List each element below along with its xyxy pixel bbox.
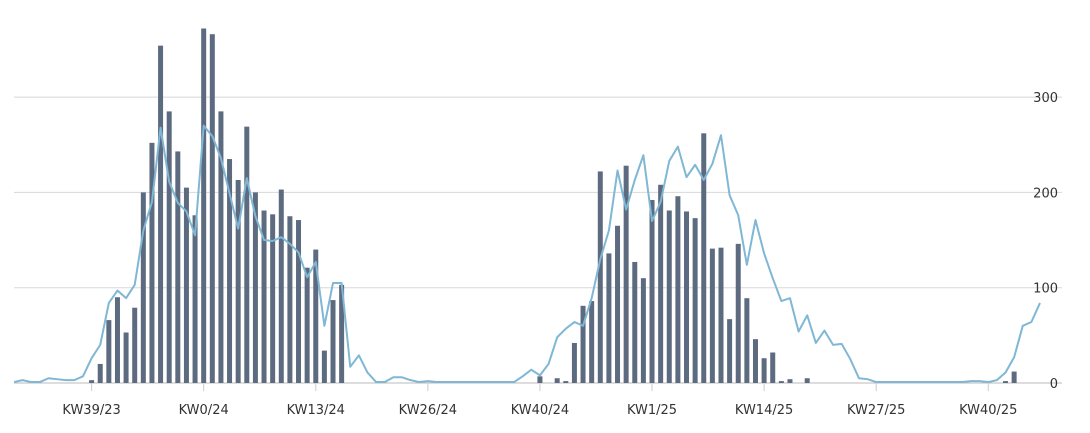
bar [580, 305, 586, 383]
bar [123, 332, 129, 383]
bar [623, 165, 629, 383]
bar [149, 142, 155, 383]
bar [563, 381, 569, 383]
x-axis: KW39/23 KW0/24 KW13/24 KW26/24 KW40/24 KW1/25… [62, 383, 1017, 418]
bar [158, 45, 164, 383]
bar [321, 350, 327, 383]
y-tick-label: 0 [1050, 377, 1058, 392]
y-axis: 0 100 200 300 [1033, 91, 1058, 392]
bar [658, 184, 664, 383]
bar [339, 284, 345, 383]
bar [709, 248, 715, 383]
bar [778, 381, 784, 383]
bar [701, 133, 707, 383]
bar [89, 380, 95, 383]
bar [606, 253, 612, 383]
bar [209, 34, 215, 384]
bar [227, 159, 233, 383]
x-tick-label: KW40/25 [959, 403, 1017, 418]
bar [666, 210, 672, 383]
bar [330, 300, 336, 383]
bar [175, 151, 181, 383]
bar [752, 339, 758, 383]
bar [201, 28, 207, 383]
bar [692, 218, 698, 383]
y-tick-label: 300 [1033, 91, 1058, 106]
x-tick-label: KW0/24 [179, 403, 229, 418]
bar [615, 225, 621, 383]
bar [684, 211, 690, 383]
bar [106, 320, 112, 383]
bar [571, 342, 577, 383]
bar [183, 187, 189, 383]
x-tick-label: KW27/25 [847, 403, 905, 418]
bar [640, 278, 646, 383]
x-tick-label: KW1/25 [627, 403, 677, 418]
x-tick-label: KW39/23 [62, 403, 120, 418]
x-tick-label: KW26/24 [399, 403, 457, 418]
bar [804, 378, 810, 383]
bar [727, 319, 733, 383]
bar [235, 180, 241, 383]
bar-series [89, 28, 1017, 384]
bar [270, 214, 276, 383]
bar [649, 200, 655, 383]
line-series [13, 124, 1041, 384]
bar [114, 297, 120, 383]
bar [632, 261, 638, 383]
x-tick-label: KW14/25 [735, 403, 793, 418]
bar [1011, 371, 1017, 383]
bar [252, 192, 258, 383]
bar [718, 247, 724, 383]
bar [735, 243, 741, 383]
bar [787, 379, 793, 383]
bar [218, 111, 224, 384]
bar [304, 267, 310, 383]
bar [166, 111, 172, 384]
bar [770, 352, 776, 383]
x-tick-label: KW13/24 [287, 403, 345, 418]
bar [761, 358, 767, 383]
bar [278, 189, 284, 383]
bar [554, 378, 560, 383]
bar [244, 126, 250, 383]
bar [537, 376, 543, 383]
bar [287, 216, 293, 383]
bar [313, 249, 319, 383]
bar [744, 298, 750, 383]
bar [192, 215, 198, 383]
y-tick-label: 100 [1033, 282, 1058, 297]
bar [296, 220, 302, 383]
bar [675, 196, 681, 383]
x-tick-label: KW40/24 [511, 403, 569, 418]
bar [140, 192, 146, 383]
bar [1003, 381, 1009, 383]
bar [597, 171, 603, 383]
bar [261, 210, 267, 383]
y-tick-label: 200 [1033, 186, 1058, 201]
bar [589, 301, 595, 383]
bar [97, 363, 103, 383]
bar [132, 307, 138, 383]
